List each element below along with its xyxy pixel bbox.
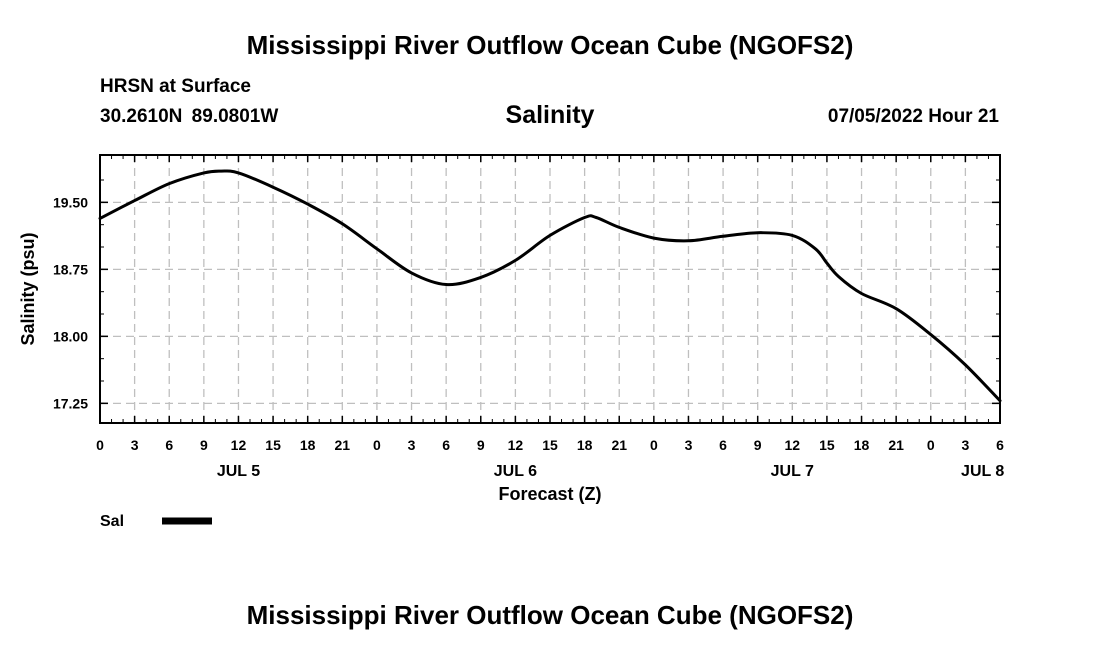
x-tick-label: 3 <box>408 437 416 453</box>
x-tick-label: 0 <box>373 437 381 453</box>
day-label: JUL 6 <box>494 463 537 480</box>
day-label: JUL 5 <box>217 463 260 480</box>
chart-title: Salinity <box>505 101 595 129</box>
x-tick-label: 9 <box>754 437 762 453</box>
x-tick-label: 9 <box>200 437 208 453</box>
station-coordinates: 30.2610N 89.0801W <box>100 106 279 127</box>
x-tick-label: 6 <box>719 437 727 453</box>
y-tick-label: 18.75 <box>53 261 88 277</box>
x-tick-label: 15 <box>542 437 558 453</box>
x-tick-labels: 0 3 6 9 12 15 18 21 0 3 6 9 12 15 18 21 0 3 6 9 12 15 18 21 0 3 6 <box>96 437 1004 453</box>
x-tick-label: 6 <box>996 437 1004 453</box>
day-label: JUL 7 <box>771 463 814 480</box>
x-tick-label: 12 <box>785 437 801 453</box>
x-tick-label: 15 <box>265 437 281 453</box>
station-name: HRSN at Surface <box>100 76 251 97</box>
plot-frame <box>99 154 1001 424</box>
salinity-series-line <box>98 169 1002 403</box>
x-tick-label: 12 <box>508 437 524 453</box>
y-tick-label: 18.00 <box>53 328 88 344</box>
y-axis-label: Salinity (psu) <box>18 232 38 345</box>
x-tick-label: 21 <box>335 437 351 453</box>
x-tick-label: 6 <box>442 437 450 453</box>
x-tick-label: 0 <box>927 437 935 453</box>
forecast-date-time: 07/05/2022 Hour 21 <box>827 106 999 127</box>
x-tick-label: 0 <box>96 437 104 453</box>
x-tick-label: 21 <box>888 437 904 453</box>
x-tick-label: 3 <box>131 437 139 453</box>
x-tick-label: 18 <box>854 437 870 453</box>
x-tick-label: 9 <box>477 437 485 453</box>
footer-title: Mississippi River Outflow Ocean Cube (NG… <box>246 600 854 630</box>
x-tick-label: 18 <box>577 437 593 453</box>
x-tick-label: 0 <box>650 437 658 453</box>
y-tick-labels: 17.25 18.00 18.75 19.50 <box>53 194 88 411</box>
day-label: JUL 8 <box>961 463 1004 480</box>
grid-lines <box>100 155 1000 423</box>
x-tick-label: 18 <box>300 437 316 453</box>
x-tick-label: 15 <box>819 437 835 453</box>
main-title: Mississippi River Outflow Ocean Cube (NG… <box>246 30 854 60</box>
day-labels: JUL 5 JUL 6 JUL 7 JUL 8 <box>217 463 1005 480</box>
x-tick-label: 12 <box>231 437 247 453</box>
x-tick-label: 3 <box>961 437 969 453</box>
y-tick-label: 17.25 <box>53 395 88 411</box>
y-tick-label: 19.50 <box>53 194 88 210</box>
legend-label: Sal <box>100 513 124 530</box>
x-axis-label: Forecast (Z) <box>498 484 601 504</box>
x-tick-label: 6 <box>165 437 173 453</box>
x-tick-label: 3 <box>685 437 693 453</box>
x-tick-label: 21 <box>611 437 627 453</box>
legend: Sal <box>100 513 212 530</box>
